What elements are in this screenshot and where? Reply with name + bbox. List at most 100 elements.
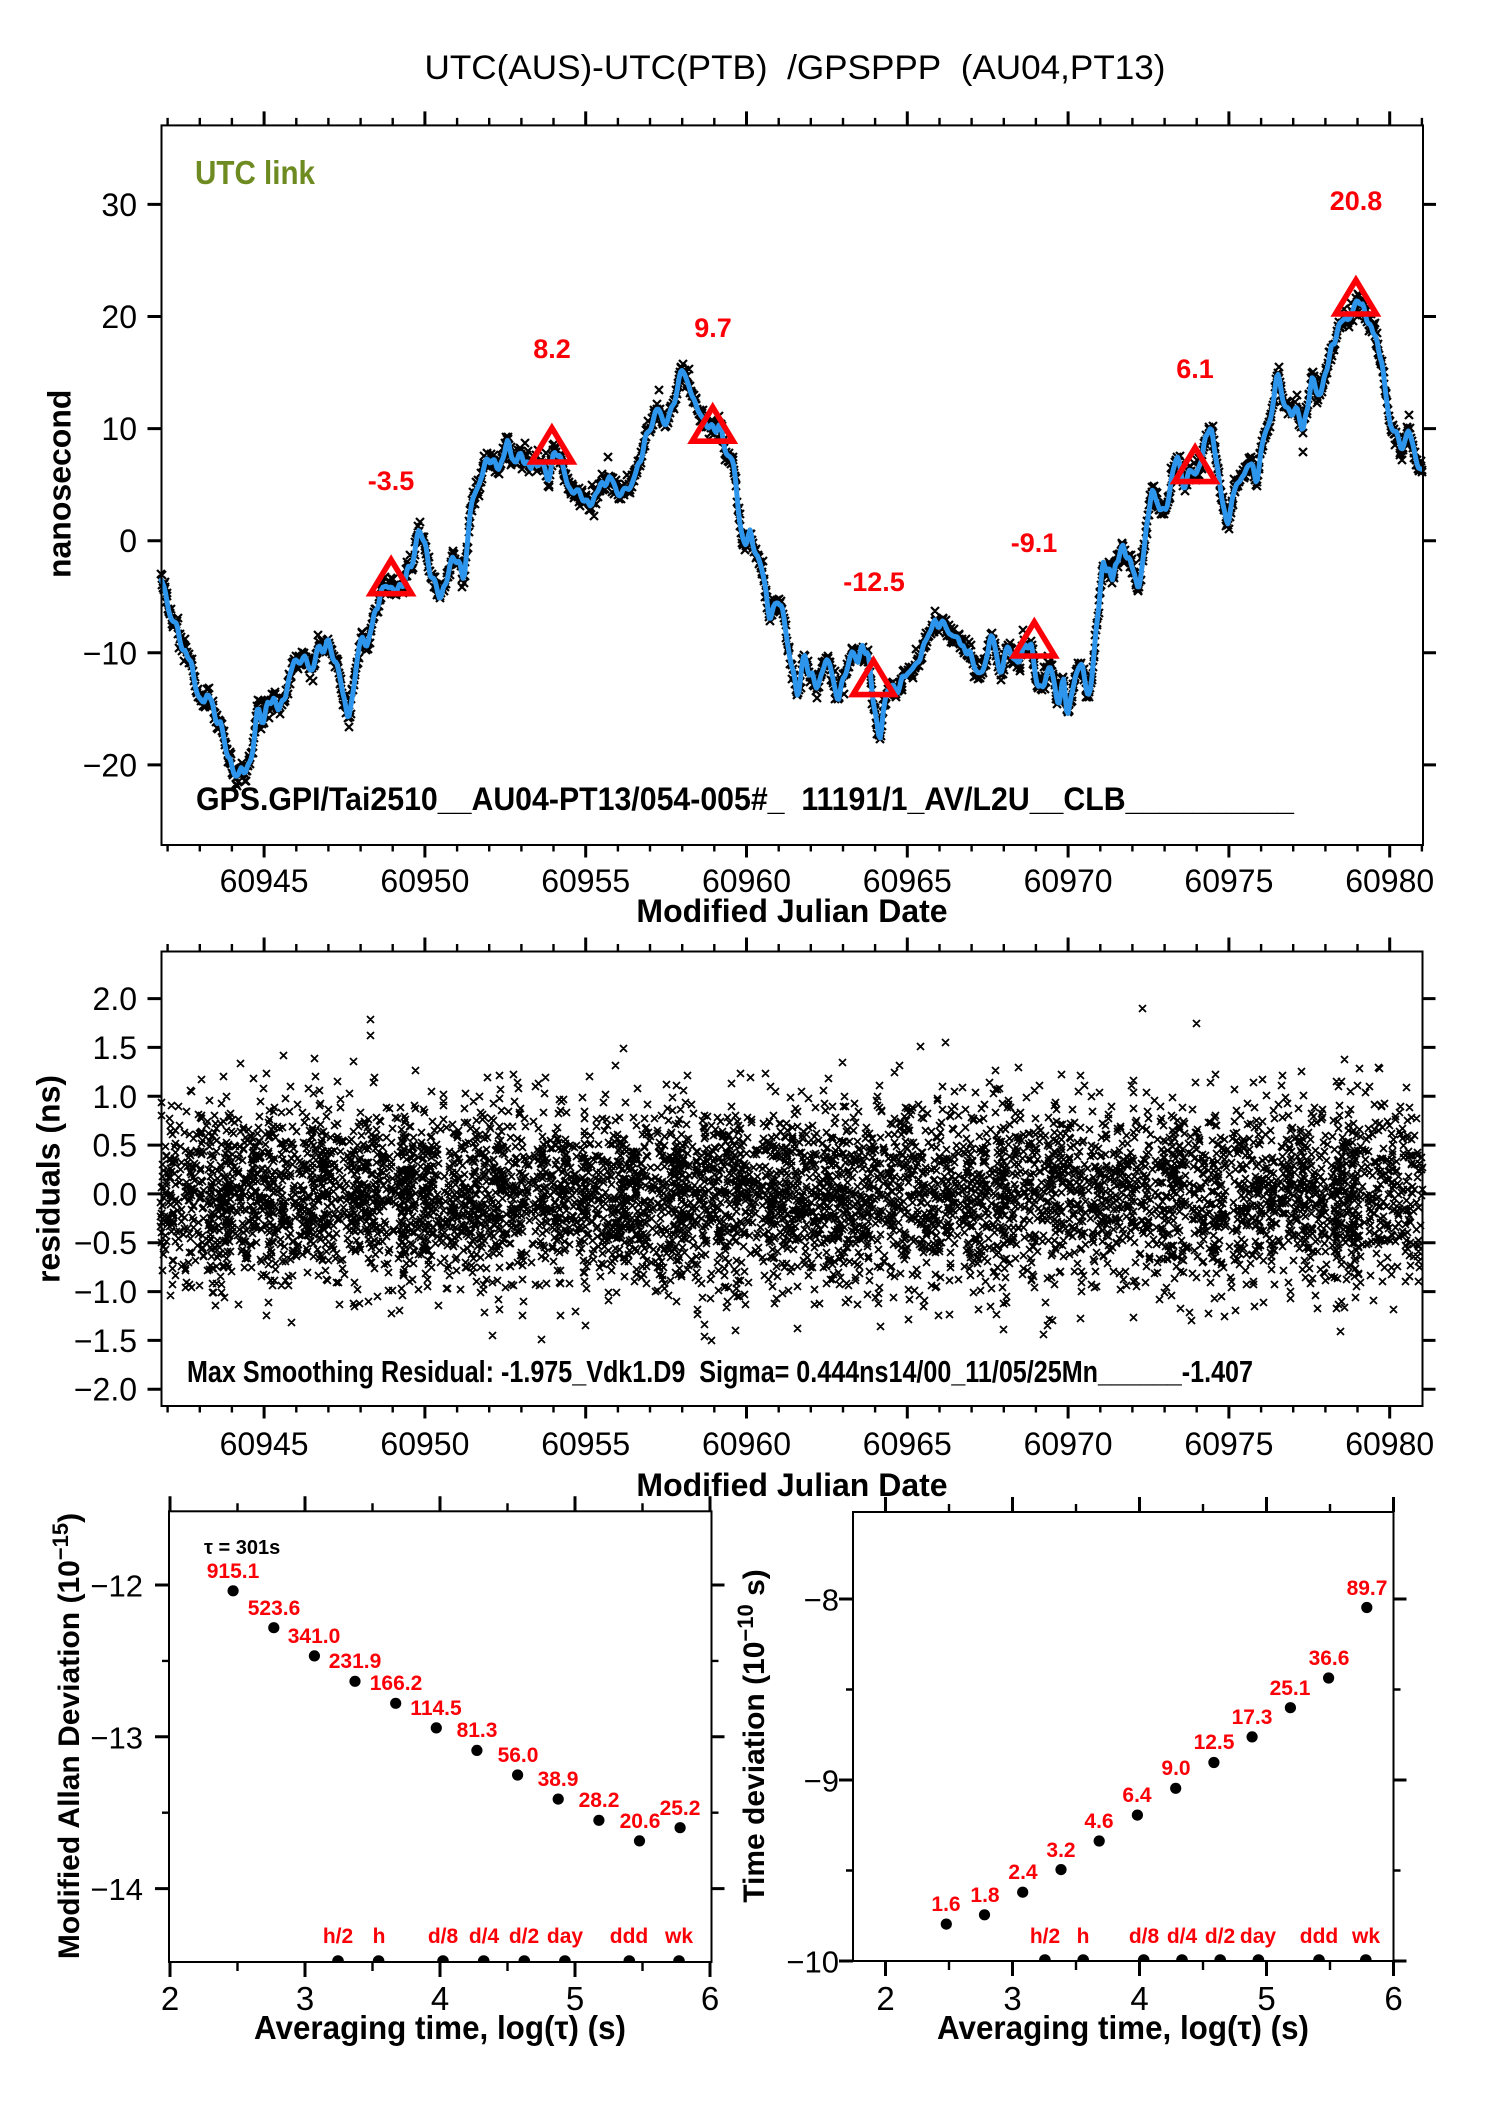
svg-text:36.6: 36.6	[1309, 1647, 1350, 1670]
svg-text:Averaging time, log(τ) (s): Averaging time, log(τ) (s)	[937, 2009, 1309, 2046]
svg-text:28.2: 28.2	[579, 1789, 620, 1812]
svg-text:d/8: d/8	[428, 1925, 459, 1948]
svg-text:0: 0	[119, 523, 137, 559]
svg-text:0.5: 0.5	[93, 1128, 137, 1164]
svg-text:1.6: 1.6	[931, 1893, 960, 1916]
svg-text:residuals (ns): residuals (ns)	[31, 1075, 67, 1283]
svg-text:τ = 301s: τ = 301s	[204, 1537, 280, 1559]
svg-text:−8: −8	[804, 1583, 839, 1618]
svg-text:89.7: 89.7	[1347, 1577, 1388, 1600]
svg-text:−1.0: −1.0	[74, 1274, 137, 1310]
svg-text:−1.5: −1.5	[74, 1323, 137, 1359]
svg-text:-9.1: -9.1	[1011, 528, 1058, 558]
svg-text:38.9: 38.9	[538, 1768, 579, 1791]
svg-text:20.6: 20.6	[620, 1810, 661, 1833]
svg-text:4: 4	[431, 1980, 449, 2017]
svg-text:20: 20	[101, 299, 137, 335]
svg-text:2.0: 2.0	[93, 981, 137, 1017]
svg-text:60975: 60975	[1184, 1426, 1273, 1462]
svg-text:915.1: 915.1	[207, 1560, 260, 1583]
svg-text:56.0: 56.0	[498, 1744, 539, 1767]
svg-text:6: 6	[701, 1980, 719, 2017]
svg-text:81.3: 81.3	[457, 1719, 498, 1742]
svg-text:60980: 60980	[1345, 1426, 1434, 1462]
svg-text:d/2: d/2	[509, 1925, 539, 1948]
svg-text:25.2: 25.2	[660, 1797, 701, 1820]
svg-text:2: 2	[161, 1980, 179, 2017]
svg-text:d/8: d/8	[1129, 1925, 1160, 1948]
svg-text:0.0: 0.0	[93, 1176, 137, 1212]
svg-text:−20: −20	[83, 747, 137, 783]
svg-text:114.5: 114.5	[410, 1697, 462, 1720]
svg-text:2: 2	[876, 1980, 894, 2017]
svg-text:30: 30	[101, 187, 137, 223]
svg-text:20.8: 20.8	[1330, 186, 1383, 216]
svg-text:UTC(AUS)-UTC(PTB) /GPSPPP (A: UTC(AUS)-UTC(PTB) /GPSPPP (AU04,PT13)	[425, 49, 1166, 87]
svg-text:Max Smoothing Residual: -1.975: Max Smoothing Residual: -1.975_Vdk1.D9 S…	[187, 1354, 1253, 1389]
svg-text:−9: −9	[804, 1764, 839, 1799]
svg-text:nanosecond: nanosecond	[42, 390, 78, 578]
svg-text:h/2: h/2	[323, 1925, 353, 1948]
svg-text:8.2: 8.2	[533, 334, 571, 364]
svg-text:60945: 60945	[220, 1426, 309, 1462]
svg-text:5: 5	[1257, 1980, 1275, 2017]
svg-text:3: 3	[1003, 1980, 1021, 2017]
svg-text:day: day	[1240, 1925, 1277, 1948]
svg-text:60955: 60955	[541, 863, 630, 899]
svg-text:60970: 60970	[1024, 863, 1113, 899]
svg-text:6.1: 6.1	[1176, 354, 1214, 384]
svg-text:9.7: 9.7	[694, 313, 732, 343]
svg-text:h/2: h/2	[1030, 1925, 1060, 1948]
svg-text:6: 6	[1384, 1980, 1402, 2017]
svg-text:4.6: 4.6	[1084, 1810, 1113, 1833]
svg-text:−13: −13	[90, 1720, 143, 1755]
svg-text:341.0: 341.0	[288, 1625, 341, 1648]
svg-text:3: 3	[296, 1980, 314, 2017]
svg-text:60965: 60965	[863, 863, 952, 899]
svg-text:−2.0: −2.0	[74, 1372, 137, 1408]
svg-text:60945: 60945	[220, 863, 309, 899]
svg-text:6.4: 6.4	[1122, 1784, 1152, 1807]
svg-text:60970: 60970	[1024, 1426, 1113, 1462]
svg-text:166.2: 166.2	[370, 1672, 423, 1695]
svg-text:60965: 60965	[863, 1426, 952, 1462]
svg-text:5: 5	[566, 1980, 584, 2017]
svg-text:h: h	[373, 1925, 386, 1948]
svg-text:d/2: d/2	[1205, 1925, 1235, 1948]
svg-text:UTC link: UTC link	[195, 154, 316, 191]
svg-text:60950: 60950	[380, 1426, 469, 1462]
svg-text:60960: 60960	[702, 1426, 791, 1462]
svg-text:17.3: 17.3	[1232, 1706, 1273, 1729]
svg-text:Modified Julian Date: Modified Julian Date	[636, 893, 947, 929]
svg-text:−10: −10	[83, 635, 137, 671]
svg-text:25.1: 25.1	[1270, 1677, 1311, 1700]
svg-text:60955: 60955	[541, 1426, 630, 1462]
svg-text:9.0: 9.0	[1161, 1757, 1190, 1780]
svg-text:−0.5: −0.5	[74, 1225, 137, 1261]
svg-text:1.5: 1.5	[93, 1030, 137, 1066]
svg-text:-12.5: -12.5	[843, 567, 905, 597]
svg-text:231.9: 231.9	[329, 1650, 382, 1673]
svg-text:−12: −12	[90, 1569, 143, 1604]
svg-text:60960: 60960	[702, 863, 791, 899]
svg-text:Modified Allan Deviation (10−1: Modified Allan Deviation (10−15)	[48, 1513, 86, 1959]
svg-text:12.5: 12.5	[1194, 1731, 1235, 1754]
svg-text:ddd: ddd	[1300, 1925, 1338, 1948]
svg-text:day: day	[547, 1925, 584, 1948]
svg-text:60980: 60980	[1345, 863, 1434, 899]
svg-text:-3.5: -3.5	[368, 466, 415, 496]
svg-text:60975: 60975	[1184, 863, 1273, 899]
svg-text:523.6: 523.6	[248, 1597, 301, 1620]
svg-text:Modified Julian Date: Modified Julian Date	[636, 1467, 947, 1503]
svg-text:GPS.GPI/Tai2510__AU04-PT13/054: GPS.GPI/Tai2510__AU04-PT13/054-005#_ 111…	[196, 781, 1295, 817]
svg-text:d/4: d/4	[1167, 1925, 1198, 1948]
svg-text:d/4: d/4	[469, 1925, 500, 1948]
svg-text:10: 10	[101, 411, 137, 447]
svg-text:wk: wk	[664, 1925, 693, 1948]
svg-text:wk: wk	[1351, 1925, 1380, 1948]
svg-text:4: 4	[1130, 1980, 1148, 2017]
svg-text:h: h	[1077, 1925, 1090, 1948]
svg-text:−10: −10	[786, 1945, 839, 1980]
svg-text:ddd: ddd	[610, 1925, 648, 1948]
svg-text:−14: −14	[90, 1872, 143, 1907]
